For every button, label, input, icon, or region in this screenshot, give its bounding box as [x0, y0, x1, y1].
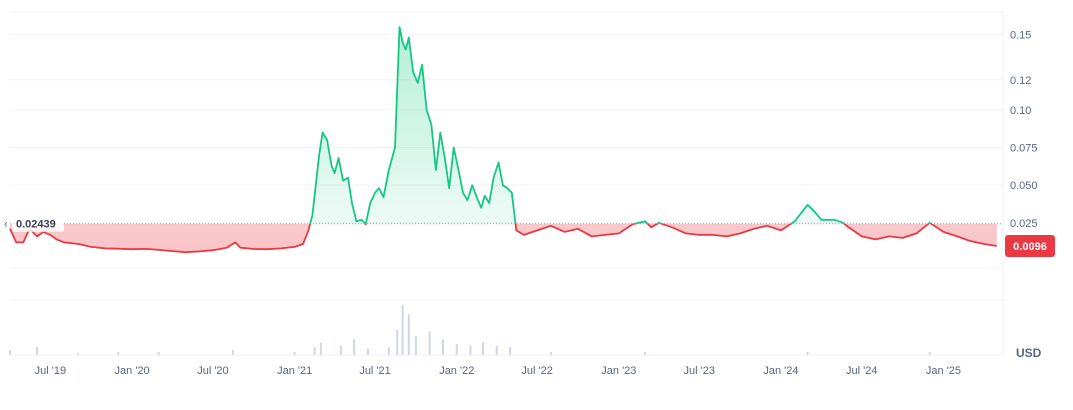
- volume-bar: [549, 351, 552, 355]
- currency-label: USD: [1016, 346, 1042, 360]
- volume-bar: [928, 351, 931, 355]
- volume-bar: [396, 329, 399, 355]
- y-axis: 0.15 0.12 0.10 0.075 0.050 0.025: [1010, 30, 1038, 230]
- volume-bar: [414, 336, 417, 355]
- volume-bar: [469, 345, 472, 355]
- volume-bar: [387, 347, 390, 355]
- volume-bar: [428, 331, 431, 355]
- y-tick-label: 0.15: [1010, 30, 1031, 42]
- baseline-label-bg: [12, 215, 64, 232]
- x-tick-label: Jan '21: [277, 365, 312, 377]
- value-labels: ‹ 0.02439 0.0096: [4, 215, 1055, 258]
- x-tick-label: Jan '22: [439, 365, 474, 377]
- price-area: [10, 27, 997, 253]
- volume-bar: [509, 347, 512, 355]
- y-tick-label: 0.075: [1010, 143, 1038, 155]
- y-tick-label: 0.12: [1010, 75, 1031, 87]
- x-tick-label: Jan '25: [926, 365, 961, 377]
- baseline-label: 0.02439: [16, 219, 56, 231]
- x-tick-label: Jul '20: [197, 365, 228, 377]
- volume-bar: [481, 342, 484, 355]
- x-tick-label: Jan '20: [115, 365, 150, 377]
- volume-bar: [319, 342, 322, 355]
- volume-bar: [353, 339, 356, 355]
- area-below-baseline: [10, 223, 997, 253]
- x-tick-label: Jul '24: [846, 365, 877, 377]
- baseline-marker-icon: ‹: [4, 219, 8, 231]
- volume-bar: [455, 344, 458, 355]
- area-above-baseline: [10, 27, 997, 224]
- volume-bar: [313, 347, 316, 355]
- x-tick-label: Jan '24: [763, 365, 798, 377]
- y-tick-label: 0.050: [1010, 180, 1038, 192]
- volume-bar: [76, 353, 79, 355]
- grid: [10, 11, 1004, 356]
- price-line-down: [9, 223, 997, 254]
- volume-bar: [407, 314, 410, 355]
- volume-bar: [9, 350, 11, 355]
- volume-bar: [401, 304, 404, 355]
- volume-bar: [366, 348, 369, 355]
- volume-bar: [117, 351, 120, 355]
- y-tick-label: 0.10: [1010, 105, 1031, 117]
- volume-bar: [231, 350, 234, 355]
- volume-bar: [644, 351, 647, 355]
- x-tick-label: Jul '22: [521, 365, 552, 377]
- current-price-badge: [1005, 235, 1055, 258]
- current-price-label: 0.0096: [1013, 241, 1047, 253]
- x-tick-label: Jul '19: [35, 365, 66, 377]
- volume-bar: [495, 345, 498, 355]
- volume-bar: [441, 339, 444, 355]
- x-tick-label: Jul '21: [359, 365, 390, 377]
- volume-bar: [806, 351, 809, 355]
- volume-bar: [293, 351, 296, 355]
- volume-bar: [36, 347, 39, 355]
- y-tick-label: 0.025: [1010, 218, 1038, 230]
- x-tick-label: Jan '23: [601, 365, 636, 377]
- price-line-up: [309, 26, 933, 224]
- x-axis: Jul '19 Jan '20 Jul '20 Jan '21 Jul '21 Jan '…: [35, 365, 961, 377]
- volume-bars: [9, 304, 931, 355]
- volume-bar: [339, 345, 342, 355]
- volume-bar: [157, 351, 160, 355]
- x-tick-label: Jul '23: [684, 365, 715, 377]
- price-line: [9, 26, 997, 254]
